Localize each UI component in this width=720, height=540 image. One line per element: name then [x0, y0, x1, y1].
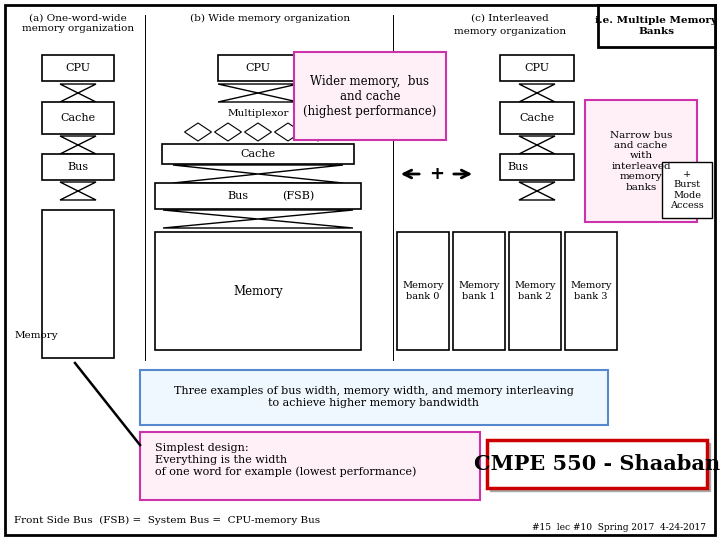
- Text: Bus: Bus: [68, 162, 89, 172]
- Bar: [218, 55, 298, 81]
- Bar: [509, 232, 561, 350]
- Text: +: +: [430, 165, 444, 183]
- Text: (b) Wide memory organization: (b) Wide memory organization: [190, 14, 350, 23]
- Text: (FSB): (FSB): [282, 191, 314, 201]
- Polygon shape: [519, 136, 555, 154]
- Bar: [140, 370, 608, 425]
- Bar: [42, 55, 114, 81]
- Text: i.e. Multiple Memory
Banks: i.e. Multiple Memory Banks: [595, 16, 717, 36]
- Bar: [487, 440, 707, 488]
- Bar: [500, 55, 574, 81]
- Text: Cache: Cache: [60, 113, 96, 123]
- Bar: [42, 210, 114, 358]
- Text: #15  lec #10  Spring 2017  4-24-2017: #15 lec #10 Spring 2017 4-24-2017: [532, 523, 706, 531]
- Polygon shape: [163, 210, 353, 228]
- Bar: [294, 52, 446, 140]
- Text: Memory: Memory: [15, 330, 58, 340]
- Text: Narrow bus
and cache
with
interleaved
memory
banks: Narrow bus and cache with interleaved me…: [610, 131, 672, 192]
- Text: Bus: Bus: [228, 191, 248, 201]
- Bar: [140, 432, 480, 500]
- Polygon shape: [519, 84, 555, 102]
- Polygon shape: [60, 182, 96, 200]
- Text: Cache: Cache: [519, 113, 554, 123]
- Polygon shape: [218, 84, 298, 102]
- Polygon shape: [519, 182, 555, 200]
- Polygon shape: [215, 123, 241, 141]
- Text: Wider memory,  bus
and cache
(highest performance): Wider memory, bus and cache (highest per…: [303, 75, 437, 118]
- Text: Memory
bank 3: Memory bank 3: [570, 281, 612, 301]
- Polygon shape: [274, 123, 302, 141]
- Text: Bus: Bus: [508, 162, 528, 172]
- Bar: [500, 154, 574, 180]
- Bar: [155, 232, 361, 350]
- Text: Memory: Memory: [233, 285, 283, 298]
- Text: Memory
bank 0: Memory bank 0: [402, 281, 444, 301]
- Text: Memory
bank 1: Memory bank 1: [459, 281, 500, 301]
- Text: Cache: Cache: [240, 149, 276, 159]
- Text: Multiplexor: Multiplexor: [228, 109, 289, 118]
- Text: CPU: CPU: [66, 63, 91, 73]
- Bar: [42, 154, 114, 180]
- Bar: [162, 144, 354, 164]
- Bar: [397, 232, 449, 350]
- Polygon shape: [245, 123, 271, 141]
- Text: Three examples of bus width, memory width, and memory interleaving
to achieve hi: Three examples of bus width, memory widt…: [174, 386, 574, 408]
- Text: +
Burst
Mode
Access: + Burst Mode Access: [670, 170, 704, 210]
- Text: (FSB): (FSB): [585, 162, 617, 172]
- Text: Simplest design:
Everything is the width
of one word for example (lowest perform: Simplest design: Everything is the width…: [155, 443, 416, 477]
- Text: CPU: CPU: [246, 63, 271, 73]
- Bar: [155, 183, 361, 209]
- Polygon shape: [184, 123, 212, 141]
- Polygon shape: [173, 165, 343, 183]
- Bar: [662, 162, 712, 218]
- Bar: [585, 100, 697, 222]
- Text: Front Side Bus  (FSB) =  System Bus =  CPU-memory Bus: Front Side Bus (FSB) = System Bus = CPU-…: [14, 516, 320, 524]
- Text: Memory
bank 2: Memory bank 2: [514, 281, 556, 301]
- Polygon shape: [60, 84, 96, 102]
- Polygon shape: [60, 136, 96, 154]
- Bar: [565, 232, 617, 350]
- Bar: [453, 232, 505, 350]
- Bar: [490, 443, 710, 491]
- Text: (c) Interleaved: (c) Interleaved: [471, 14, 549, 23]
- Text: CMPE 550 - Shaaban: CMPE 550 - Shaaban: [474, 454, 720, 474]
- Bar: [42, 102, 114, 134]
- Text: (a) One-word-wide
memory organization: (a) One-word-wide memory organization: [22, 14, 134, 33]
- Bar: [500, 102, 574, 134]
- Bar: [598, 5, 715, 47]
- Text: memory organization: memory organization: [454, 27, 566, 36]
- Text: CPU: CPU: [524, 63, 549, 73]
- Polygon shape: [305, 123, 331, 141]
